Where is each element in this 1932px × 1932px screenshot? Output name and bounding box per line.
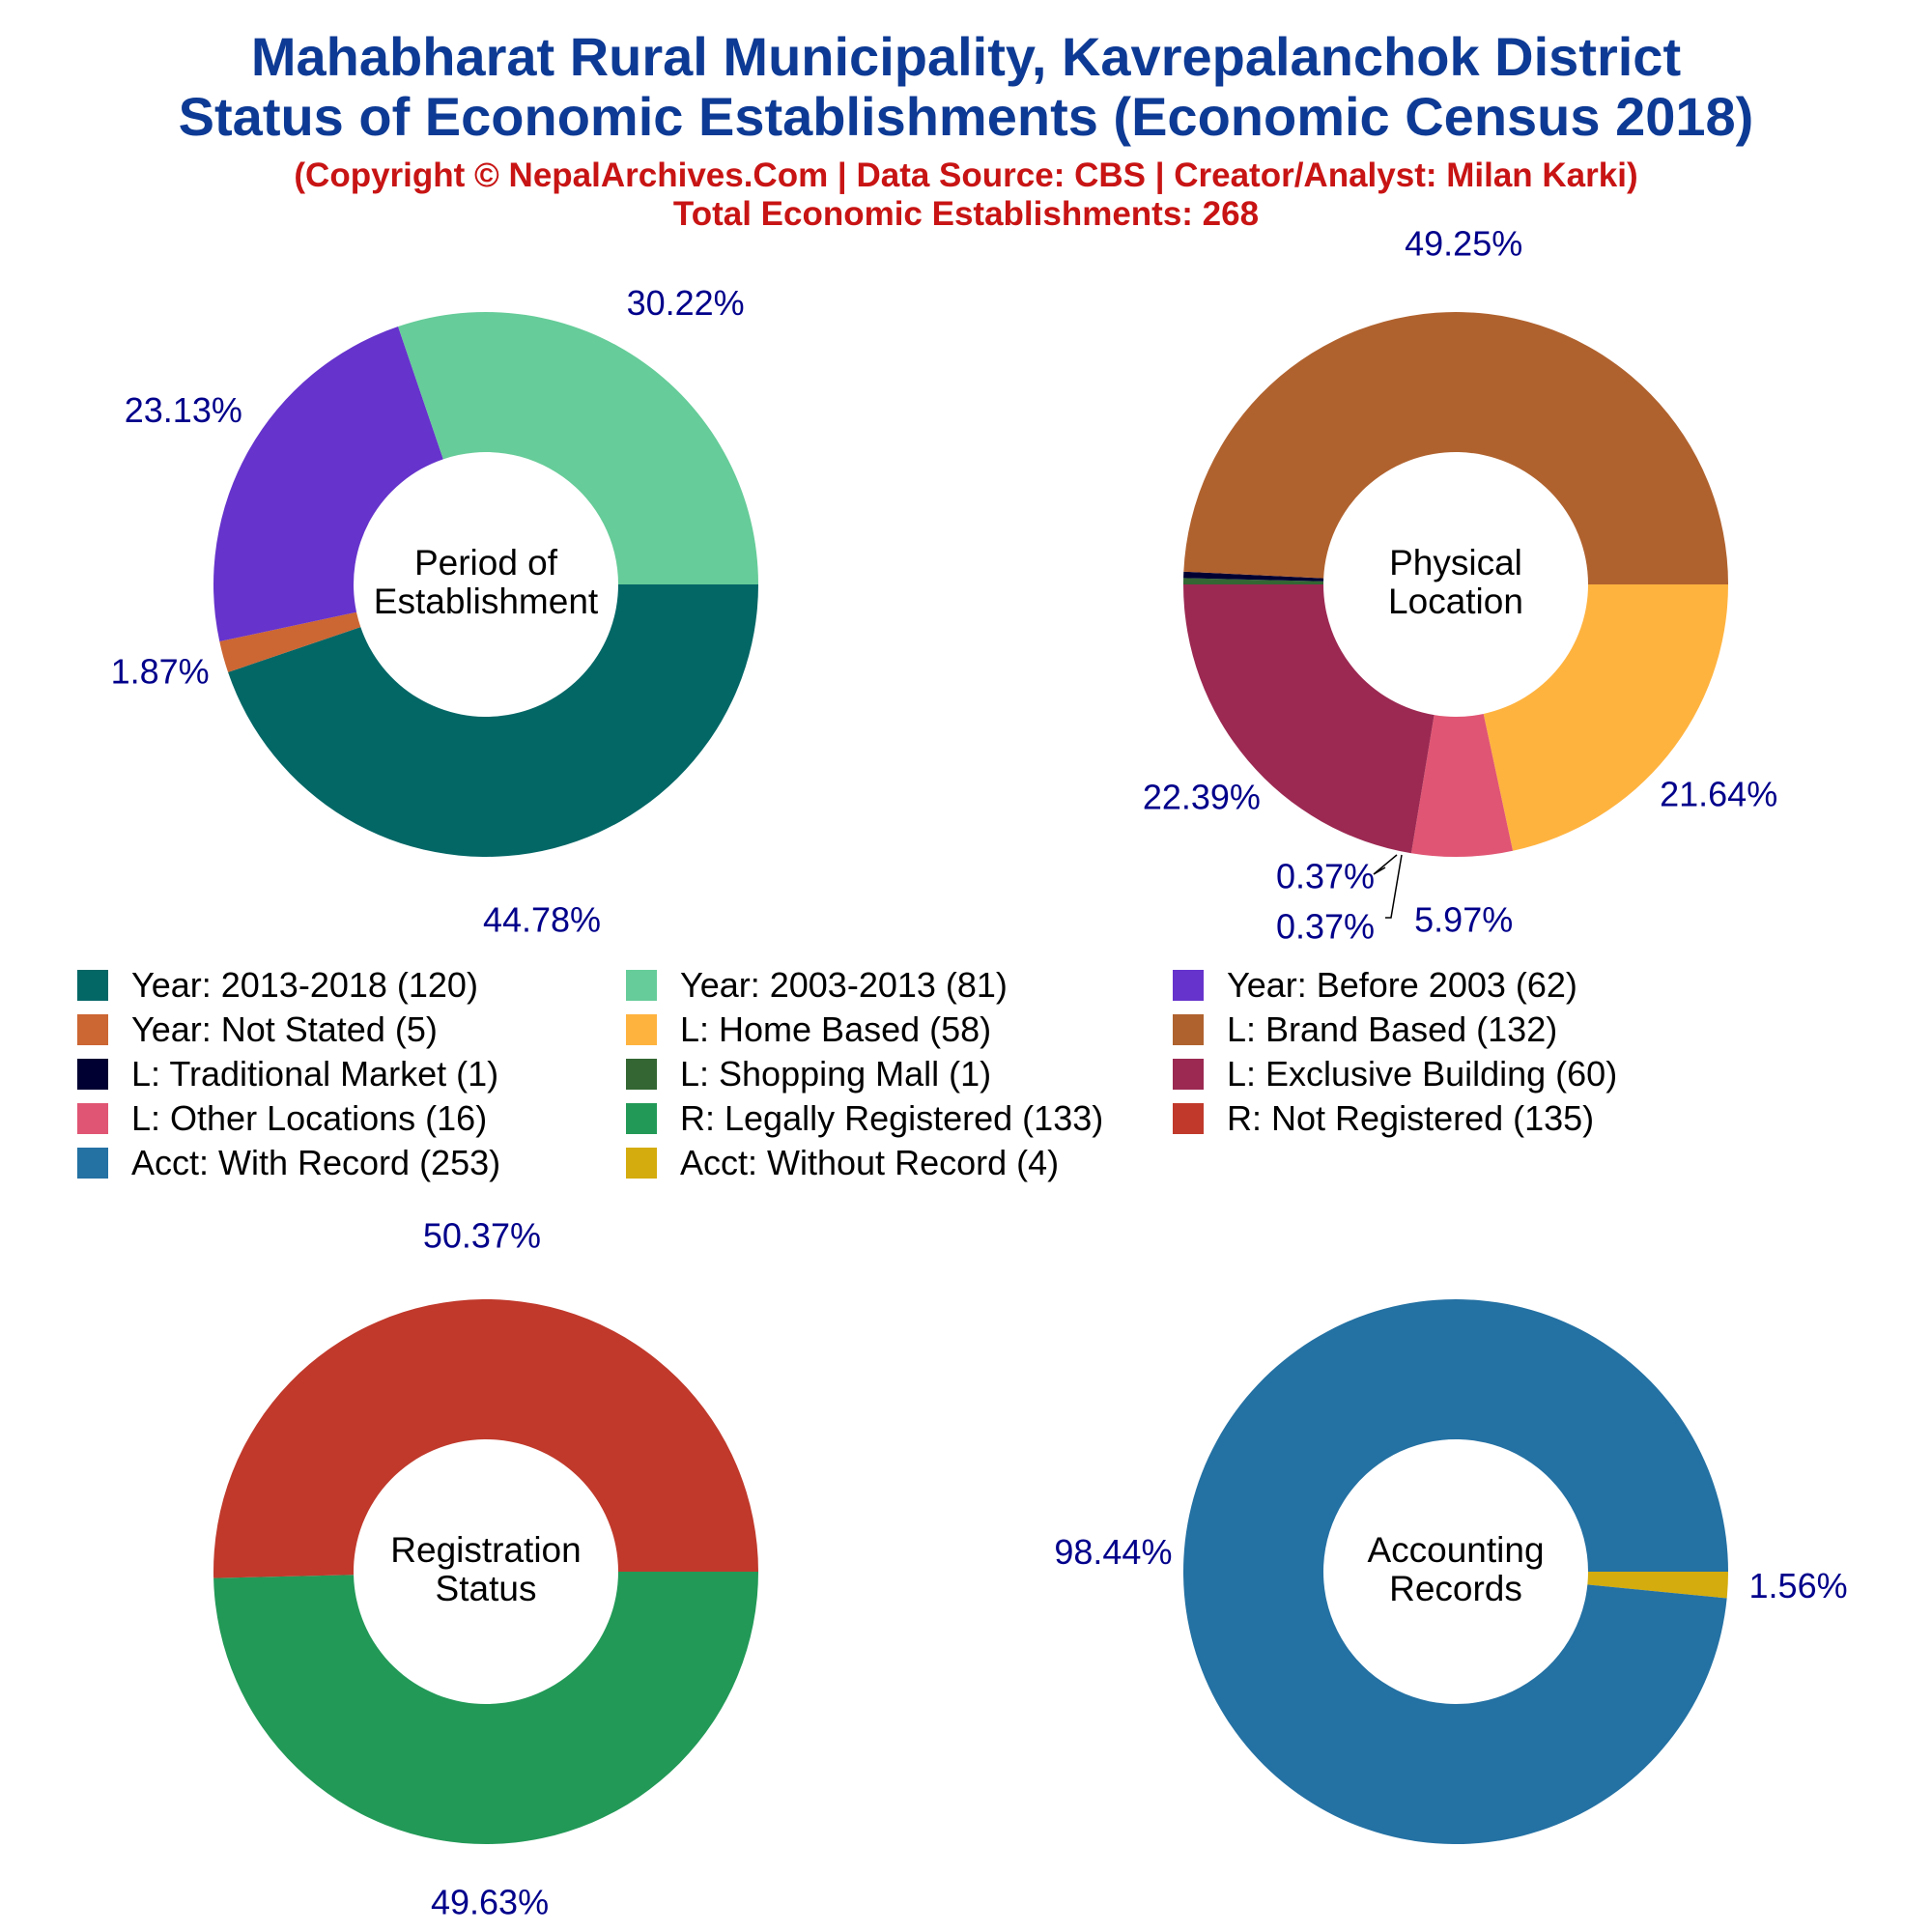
percent-label: 0.37% bbox=[1276, 907, 1375, 947]
percent-label: 98.44% bbox=[1054, 1532, 1172, 1572]
percent-label: 1.87% bbox=[111, 652, 210, 692]
center-label: Physical bbox=[1389, 543, 1522, 582]
center-label: Period of bbox=[414, 543, 558, 582]
slice-l-shopping-mall bbox=[1183, 578, 1324, 584]
center-label: Accounting bbox=[1367, 1530, 1544, 1570]
percent-label: 50.37% bbox=[423, 1216, 541, 1256]
center-label: Registration bbox=[390, 1530, 581, 1570]
slice-r-not-registered bbox=[213, 1298, 759, 1578]
leader-line bbox=[1385, 854, 1403, 919]
slice-year-2013-2018 bbox=[228, 584, 758, 857]
slice-acct-without-record bbox=[1587, 1572, 1728, 1599]
slice-l-traditional-market bbox=[1183, 571, 1324, 582]
chart-title-line-1: Mahabharat Rural Municipality, Kavrepala… bbox=[250, 26, 1682, 87]
percent-label: 49.63% bbox=[431, 1882, 549, 1921]
center-label: Establishment bbox=[374, 582, 599, 621]
slice-year-before-2003 bbox=[213, 327, 443, 642]
center-label: Status bbox=[436, 1569, 537, 1608]
leader-line bbox=[1373, 854, 1398, 875]
percent-label: 30.22% bbox=[627, 283, 745, 323]
percent-label: 5.97% bbox=[1414, 899, 1513, 939]
slice-l-brand-based bbox=[1183, 312, 1728, 584]
percent-label: 0.37% bbox=[1276, 857, 1375, 896]
slice-l-exclusive-building bbox=[1183, 584, 1435, 854]
percent-label: 22.39% bbox=[1143, 778, 1261, 817]
center-label: Records bbox=[1389, 1569, 1522, 1608]
donut-chart-2: 21.64% 5.97% 22.39% 0.37% 0.37% 49.25% Physica… bbox=[1143, 224, 1777, 947]
slice-l-home-based bbox=[1483, 584, 1728, 851]
copyright-line: (Copyright © NepalArchives.Com | Data So… bbox=[294, 156, 1638, 194]
chart-title-line-2: Status of Economic Establishments (Econo… bbox=[178, 86, 1754, 147]
total-establishments: Total Economic Establishments: 268 bbox=[672, 195, 1260, 233]
percent-label: 1.56% bbox=[1749, 1566, 1848, 1605]
percent-label: 44.78% bbox=[483, 900, 601, 940]
slice-acct-with-record bbox=[1182, 1299, 1728, 1844]
percent-label: 23.13% bbox=[125, 390, 242, 430]
slice-year-2003-2013 bbox=[398, 312, 758, 584]
slice-r-legally-registered bbox=[213, 1572, 758, 1844]
donut-chart-1: 44.78% 1.87% 23.13% 30.22% Period ofEstablis… bbox=[111, 283, 758, 940]
percent-label: 49.25% bbox=[1405, 224, 1522, 264]
slice-l-other-locations bbox=[1410, 713, 1514, 857]
percent-label: 21.64% bbox=[1660, 775, 1777, 814]
center-label: Location bbox=[1388, 582, 1523, 621]
slice-year-not-stated bbox=[219, 611, 361, 672]
